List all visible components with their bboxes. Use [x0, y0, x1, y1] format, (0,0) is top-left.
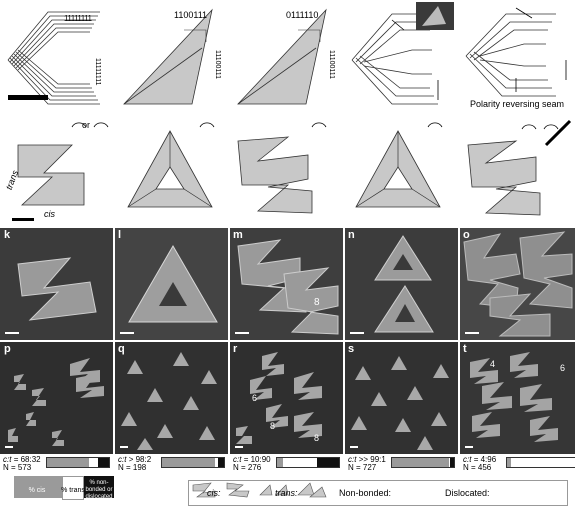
stat-ratio-label: c:t	[3, 455, 12, 464]
stat-bar-segment-other	[317, 458, 339, 467]
panel-label-k: k	[4, 229, 11, 241]
seq-c-right: 11100111	[328, 50, 335, 80]
stat-ratio-value: = 10:90	[243, 455, 271, 464]
stat-bar-segment-trans	[89, 458, 98, 467]
stat-bar-segment-cis	[47, 458, 90, 467]
panel-g-diagram	[114, 115, 228, 225]
or-label: or	[82, 120, 91, 130]
count-label-t-6: 6	[560, 363, 566, 373]
panel-f-diagram: or trans cis	[0, 115, 114, 225]
micrograph-t: 4 6	[460, 342, 575, 454]
stat-ratio-value: > 98:2	[128, 455, 152, 464]
stat-bar-segment-cis	[392, 458, 450, 467]
legend-trans-swatch	[62, 476, 84, 500]
cis-label: cis	[44, 209, 55, 219]
micrograph-p	[0, 342, 113, 454]
panel-label-m: m	[233, 229, 243, 241]
stat-bar-2	[276, 457, 340, 468]
stat-ratio-1: c:t > 98:2	[118, 455, 151, 464]
stat-ratio-label: c:t	[118, 455, 127, 464]
stat-ratio-value: = 4:96	[473, 455, 497, 464]
stat-bar-segment-cis	[507, 458, 512, 467]
legend-other-swatch	[84, 476, 114, 498]
panel-h-diagram	[228, 115, 342, 225]
stat-bar-segment-trans	[214, 458, 218, 467]
legend-cis-text: % cis	[28, 487, 46, 494]
seq-c: 0111110	[286, 10, 319, 20]
panel-d-diagram	[342, 0, 456, 112]
stat-bar-1	[161, 457, 225, 468]
panel-label-p: p	[4, 343, 11, 355]
count-label-m: 8	[314, 297, 320, 308]
stat-bar-segment-other	[450, 458, 454, 467]
stat-bar-segment-trans	[283, 458, 318, 467]
stat-bar-4	[506, 457, 575, 468]
stat-bar-segment-cis	[277, 458, 284, 467]
stat-n-4: N = 456	[463, 463, 492, 472]
seq-b-right: 11100111	[214, 50, 221, 80]
stat-ratio-2: c:t = 10:90	[233, 455, 271, 464]
legend-trans-text: % trans	[61, 487, 85, 494]
stat-ratio-value: >> 99:1	[358, 455, 386, 464]
polarity-seam-label: Polarity reversing seam	[470, 99, 565, 109]
stat-ratio-0: c:t = 68:32	[3, 455, 41, 464]
stat-bar-segment-trans	[511, 458, 575, 467]
panel-a-diagram: 11111111 11111111	[0, 0, 114, 112]
stat-n-0: N = 573	[3, 463, 32, 472]
legend-cis-label: cis:	[207, 488, 221, 498]
panel-label-n: n	[348, 229, 355, 241]
legend-other-text: % non-bonded or dislocated	[85, 480, 113, 500]
micrograph-m: 8	[230, 228, 343, 340]
stat-ratio-value: = 68:32	[13, 455, 41, 464]
stat-bar-segment-other	[217, 458, 224, 467]
micrograph-r: 6 8 8	[230, 342, 343, 454]
stat-n-1: N = 198	[118, 463, 147, 472]
legend-dislocated-label: Dislocated:	[445, 488, 490, 498]
count-label-r-6: 6	[252, 393, 258, 403]
legend-nonbonded-label: Non-bonded:	[339, 488, 392, 498]
seq-b: 1100111	[174, 10, 208, 20]
stat-ratio-label: c:t	[348, 455, 357, 464]
legend-cis-swatch	[14, 476, 62, 498]
stat-bar-segment-other	[97, 458, 109, 467]
panel-e-diagram: Polarity reversing seam	[456, 0, 575, 112]
stat-ratio-4: c:t = 4:96	[463, 455, 496, 464]
stat-n-2: N = 276	[233, 463, 262, 472]
stat-ratio-3: c:t >> 99:1	[348, 455, 386, 464]
legend-trans-label: trans:	[275, 488, 298, 498]
micrograph-l	[115, 228, 228, 340]
stat-n-3: N = 727	[348, 463, 377, 472]
stat-bar-segment-cis	[162, 458, 215, 467]
stat-ratio-label: c:t	[463, 455, 472, 464]
panel-b-diagram: 1100111 11100111	[114, 0, 228, 112]
bar-legend: % cis % trans % non-bonded or dislocated	[12, 472, 114, 522]
panel-j-diagram	[456, 115, 575, 225]
stat-bar-3	[391, 457, 455, 468]
panel-label-t: t	[463, 343, 467, 355]
micrograph-o	[460, 228, 575, 340]
count-label-r-8b: 8	[314, 433, 320, 443]
shape-legend: cis: trans: Non-bonded: Dislocated:	[188, 480, 568, 506]
panel-label-o: o	[463, 229, 470, 241]
micrograph-k	[0, 228, 113, 340]
stat-bar-segment-trans	[449, 458, 451, 467]
stat-bar-0	[46, 457, 110, 468]
count-label-t-4: 4	[490, 359, 496, 369]
panel-label-q: q	[118, 343, 125, 355]
panel-label-r: r	[233, 343, 238, 355]
micrograph-q	[115, 342, 228, 454]
seq-a-top: 11111111	[64, 14, 92, 23]
count-label-r-8a: 8	[270, 421, 276, 431]
panel-label-l: l	[118, 229, 122, 241]
micrograph-n	[345, 228, 458, 340]
micrograph-s	[345, 342, 458, 454]
panel-i-diagram	[342, 115, 456, 225]
panel-label-s: s	[348, 343, 355, 355]
seq-a-bottom: 11111111	[94, 58, 101, 86]
panel-c-diagram: 0111110 11100111	[228, 0, 342, 112]
stat-ratio-label: c:t	[233, 455, 242, 464]
